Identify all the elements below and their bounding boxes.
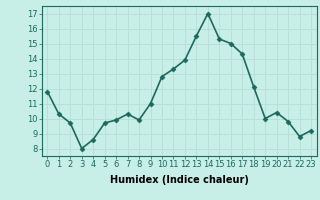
X-axis label: Humidex (Indice chaleur): Humidex (Indice chaleur) — [110, 175, 249, 185]
